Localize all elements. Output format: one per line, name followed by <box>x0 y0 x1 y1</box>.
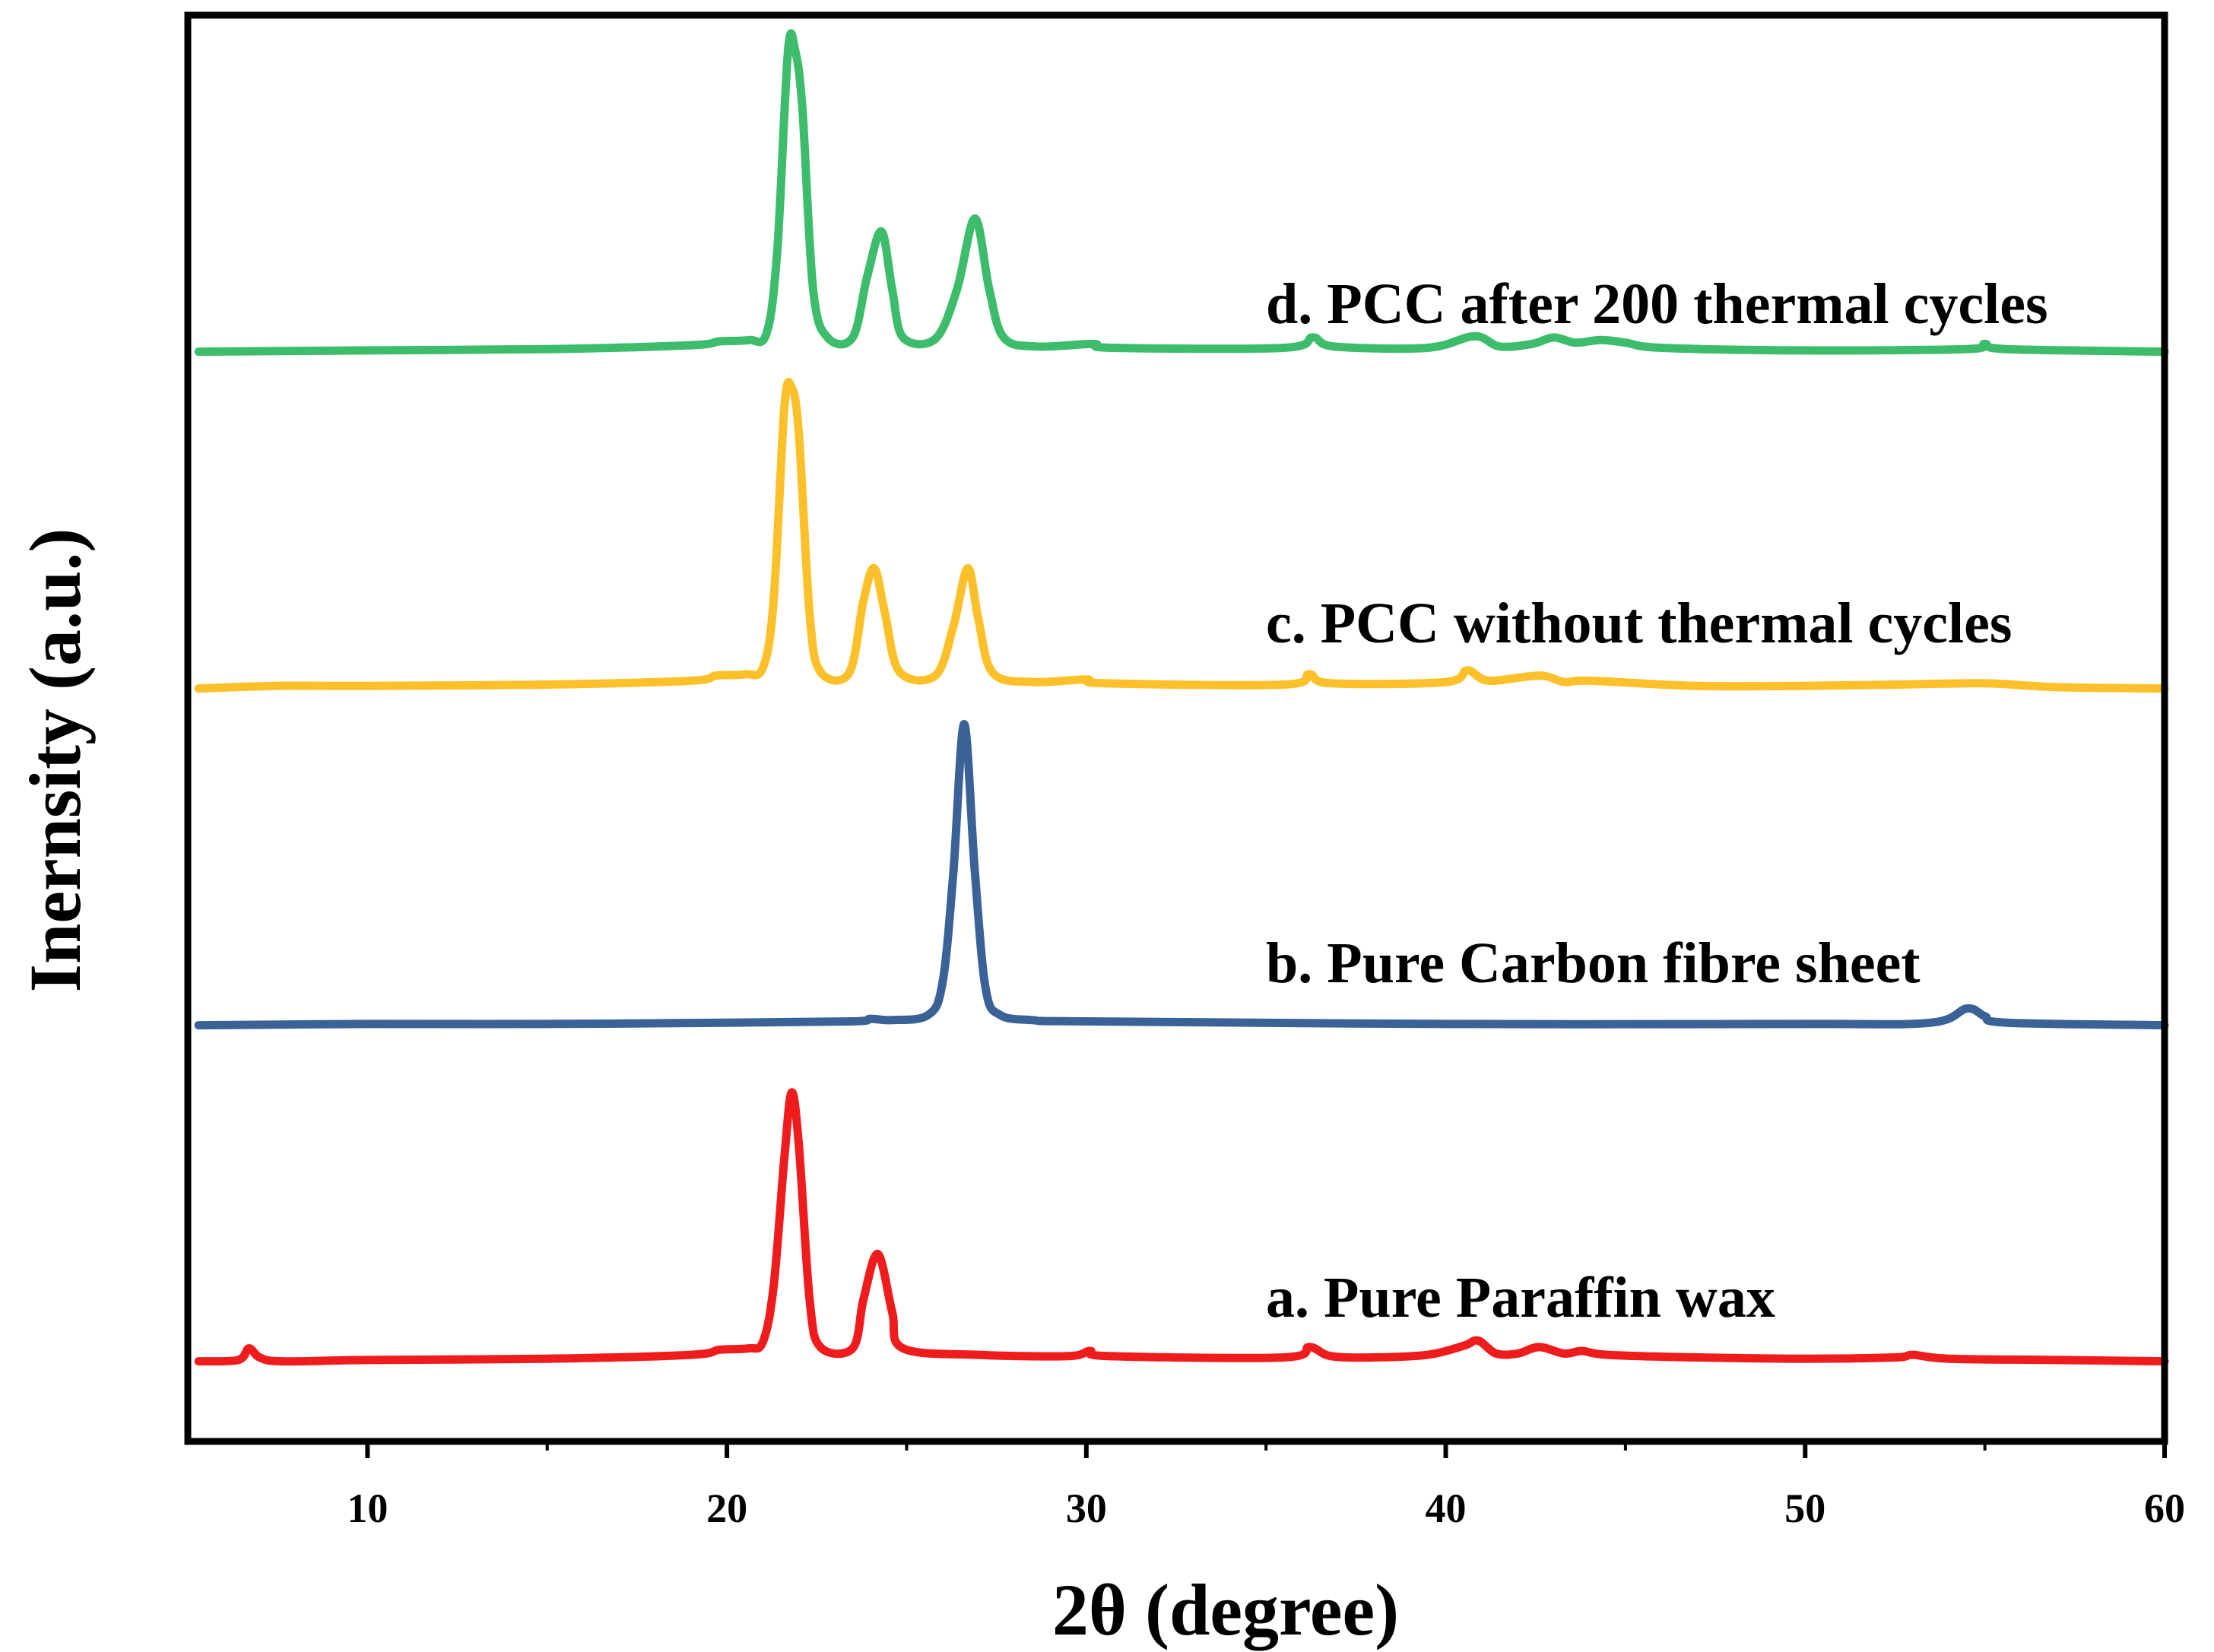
series-layer <box>194 29 2169 1366</box>
series-line-3 <box>194 377 2169 693</box>
series-label-3: c. PCC without thermal cycles <box>1266 591 2012 655</box>
series-label-layer: a. Pure Paraffin wax b. Pure Carbon fibre… <box>1266 272 2048 1330</box>
series-label-1: a. Pure Paraffin wax <box>1266 1266 1775 1330</box>
x-tick-label: 40 <box>1426 1486 1467 1531</box>
plot-frame <box>184 11 2168 1445</box>
series-label-4: d. PCC after 200 thermal cycles <box>1266 272 2048 336</box>
x-tick-label: 10 <box>347 1486 388 1531</box>
x-axis-title: 2θ (degree) <box>1052 1569 1399 1650</box>
series-line-4 <box>194 29 2169 357</box>
x-tick-label: 30 <box>1066 1486 1107 1531</box>
x-tick-label: 50 <box>1784 1486 1825 1531</box>
x-tick-layer: 10 20 30 40 50 60 <box>347 1441 2185 1531</box>
x-tick-label: 60 <box>2144 1486 2185 1531</box>
series-line-2 <box>194 720 2169 1030</box>
y-axis-title: Inernsity (a.u.) <box>14 528 96 993</box>
series-line-1 <box>194 1088 2169 1366</box>
x-tick-label: 20 <box>706 1486 747 1531</box>
series-label-2: b. Pure Carbon fibre sheet <box>1266 931 1921 995</box>
